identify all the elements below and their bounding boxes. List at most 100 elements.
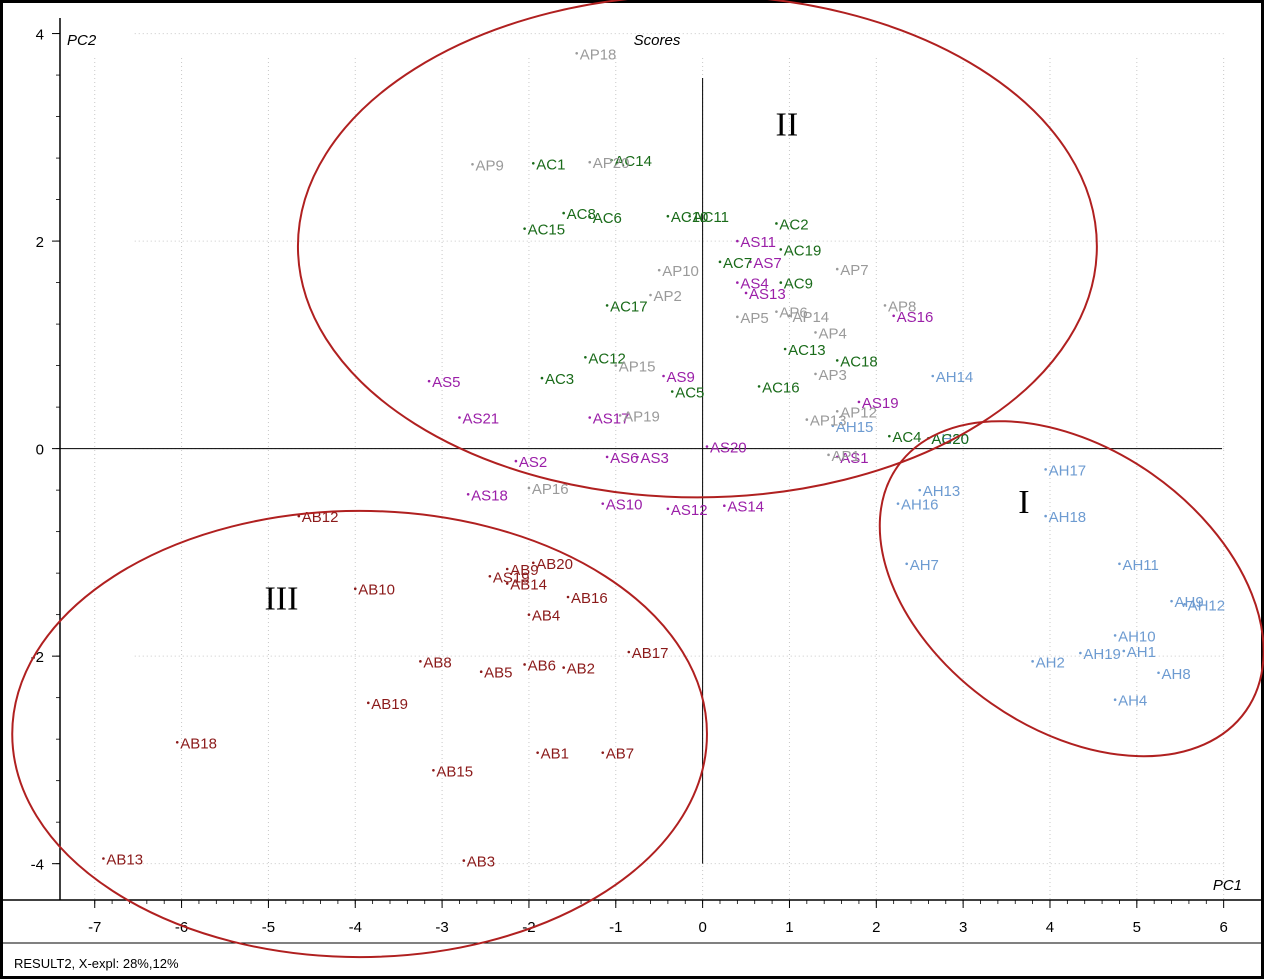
point-label-ac16: AC16: [762, 379, 800, 396]
point-label-ac3: AC3: [545, 371, 574, 388]
x-tick-label: 3: [959, 919, 967, 936]
point-label-as12: AS12: [671, 502, 708, 519]
point-label-ab20: AB20: [536, 556, 573, 573]
point-ah1: [1122, 649, 1126, 653]
point-ab15: [432, 768, 435, 772]
point-ap3: [814, 372, 817, 376]
point-label-as13: AS13: [749, 286, 786, 303]
point-ac9: [779, 281, 783, 284]
point-ah9: [1170, 599, 1173, 603]
point-label-ac4: AC4: [892, 429, 921, 446]
point-ap7: [835, 267, 839, 271]
point-label-as16: AS16: [897, 309, 934, 326]
point-as9: [662, 374, 665, 378]
point-ap14: [788, 314, 791, 318]
cluster-label-iii: III: [264, 580, 298, 617]
point-label-ap7: AP7: [840, 262, 868, 279]
x-tick-label: 1: [785, 919, 793, 936]
point-as21: [458, 416, 461, 419]
point-label-ap20: AP20: [593, 155, 630, 172]
point-label-as1: AS1: [840, 450, 868, 467]
x-tick-label: 5: [1133, 919, 1141, 936]
point-ab10: [353, 587, 357, 591]
point-ah19: [1079, 651, 1082, 655]
point-ap15: [614, 364, 618, 367]
point-as14: [723, 504, 726, 507]
point-label-ab1: AB1: [541, 746, 569, 763]
point-label-ap9: AP9: [475, 157, 503, 174]
point-ah16: [896, 502, 900, 505]
x-tick-label: -4: [349, 919, 362, 936]
point-label-ac15: AC15: [528, 222, 566, 239]
point-label-ab3: AB3: [467, 854, 495, 871]
point-as5: [427, 379, 431, 383]
point-ap8: [883, 304, 887, 307]
point-ab18: [175, 740, 179, 744]
cluster-label-i: I: [1018, 484, 1029, 521]
point-label-ap14: AP14: [792, 309, 829, 326]
point-label-ab7: AB7: [606, 746, 634, 763]
point-ac19: [779, 248, 783, 251]
point-as3: [636, 455, 639, 459]
cluster-ellipse-i: [878, 420, 1264, 758]
point-ah17: [1044, 468, 1047, 471]
cluster-label-ii: II: [776, 106, 799, 143]
point-ac5: [670, 390, 674, 393]
point-label-ac6: AC6: [593, 210, 622, 227]
point-as10: [601, 502, 605, 505]
point-label-ah19: AH19: [1083, 646, 1121, 663]
point-ac18: [835, 359, 839, 362]
y-tick-label: 0: [36, 442, 44, 459]
y-tick-label: 4: [36, 27, 44, 44]
point-label-ac17: AC17: [610, 298, 648, 315]
point-label-ac5: AC5: [675, 385, 704, 402]
series-ah: AH2AH4AH7AH8AH9AH10AH11AH12AH13AH14AH15A…: [831, 369, 1225, 710]
point-label-ah16: AH16: [901, 497, 939, 514]
point-as20: [705, 445, 709, 448]
point-ac10: [666, 214, 670, 218]
point-ac7: [718, 260, 722, 264]
point-ac4: [888, 434, 891, 438]
point-label-ab10: AB10: [358, 582, 395, 599]
x-tick-label: -5: [262, 919, 275, 936]
point-as16: [892, 314, 895, 318]
point-label-as4: AS4: [740, 276, 768, 293]
point-label-ac9: AC9: [784, 276, 813, 293]
point-as12: [666, 507, 670, 511]
point-label-ah8: AH8: [1162, 666, 1191, 683]
point-label-ac14: AC14: [614, 153, 652, 170]
point-ap5: [736, 315, 739, 319]
point-ac14: [610, 158, 613, 162]
x-axis-title: PC1: [1213, 877, 1242, 894]
y-tick-label: -4: [31, 857, 44, 874]
point-label-ap2: AP2: [654, 288, 682, 305]
point-label-as3: AS3: [640, 450, 668, 467]
point-label-ab19: AB19: [371, 696, 408, 713]
point-ab14: [505, 582, 509, 585]
point-ap20: [588, 160, 592, 164]
point-label-ap3: AP3: [819, 367, 847, 384]
point-label-ab6: AB6: [528, 657, 556, 674]
point-ah13: [918, 488, 922, 492]
point-ah10: [1113, 634, 1117, 637]
point-label-ah13: AH13: [923, 483, 961, 500]
point-as7: [749, 260, 752, 264]
point-ah14: [931, 374, 935, 378]
point-as18: [466, 492, 470, 496]
point-label-ah10: AH10: [1118, 628, 1156, 645]
cluster-ellipse-iii: [11, 509, 708, 959]
point-label-ah17: AH17: [1049, 462, 1087, 479]
point-ap12: [835, 409, 839, 413]
point-ab2: [562, 666, 565, 669]
point-label-ac12: AC12: [588, 350, 626, 367]
point-ap1: [827, 453, 830, 457]
point-label-ah1: AH1: [1127, 644, 1156, 661]
point-label-ap8: AP8: [888, 298, 916, 315]
x-tick-label: 0: [698, 919, 706, 936]
chart-title: Scores: [634, 32, 681, 49]
